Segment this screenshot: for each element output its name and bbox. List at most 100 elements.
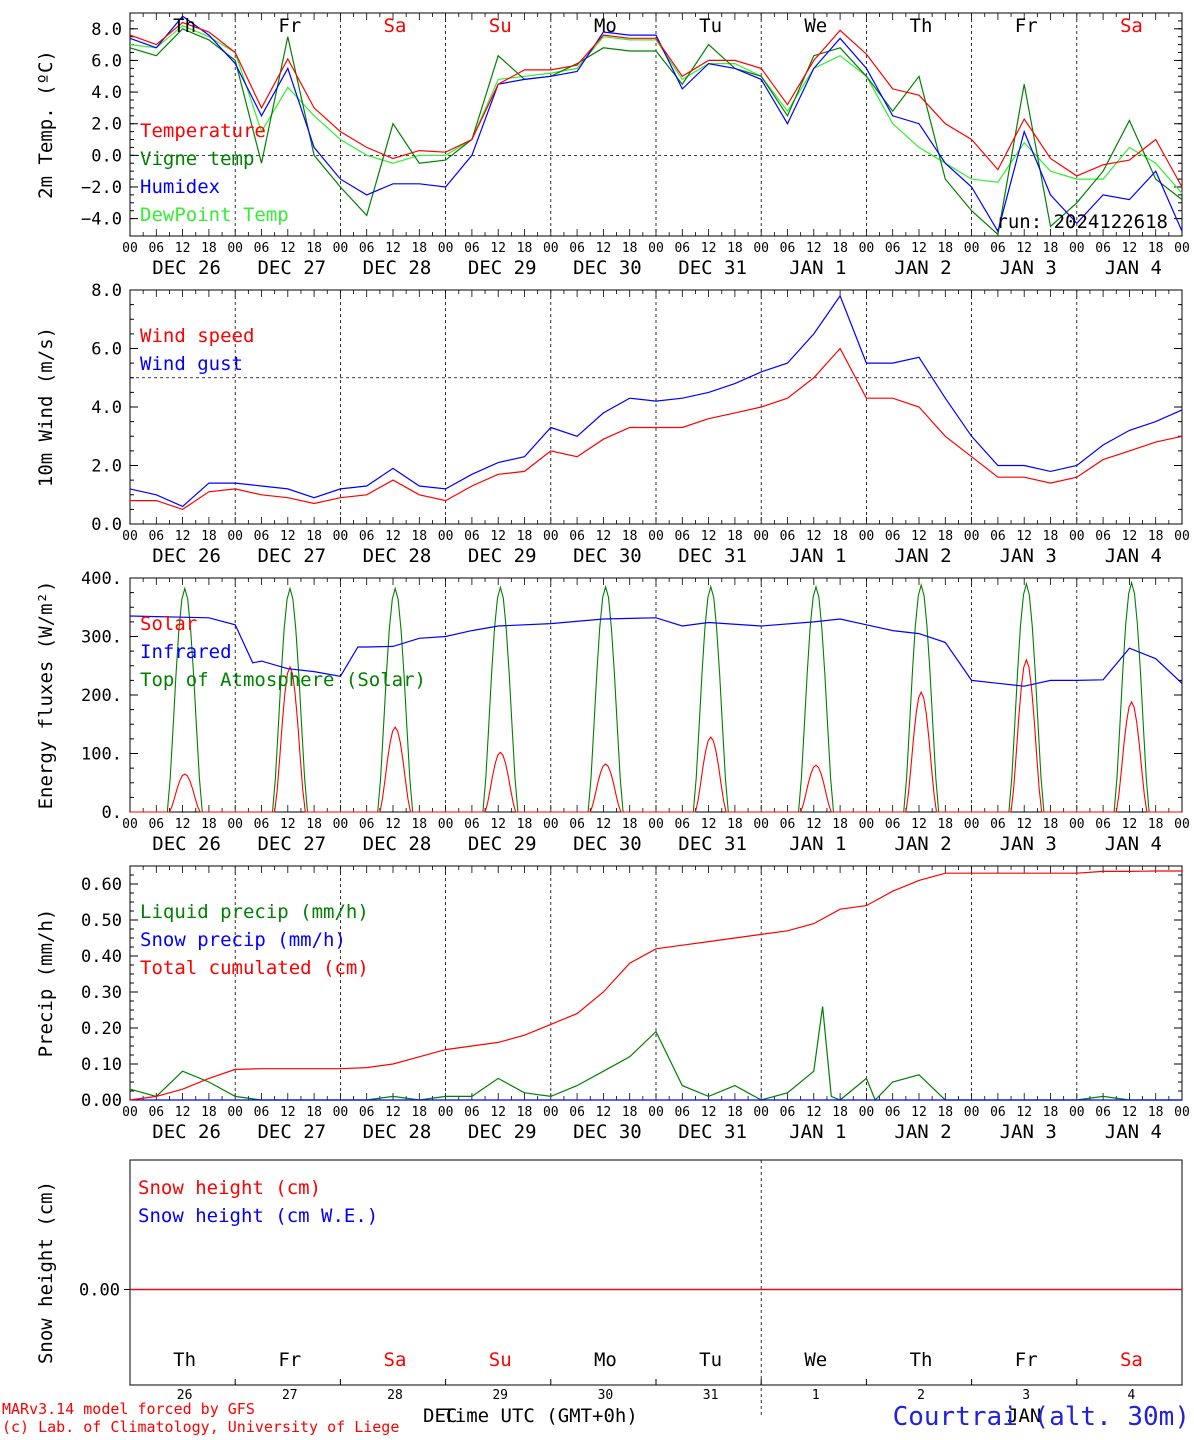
hour-tick-label: 18	[1148, 1105, 1164, 1120]
date-label: DEC 29	[468, 545, 537, 567]
hour-tick-label: 18	[201, 817, 217, 832]
hour-tick-label: 18	[937, 1105, 953, 1120]
hour-tick-label: 00	[227, 817, 243, 832]
y-tick-label: 8.0	[91, 281, 122, 301]
month-dec: DEC	[423, 1405, 458, 1427]
hour-tick-label: 06	[1095, 817, 1111, 832]
hour-tick-label: 06	[780, 529, 796, 544]
weekday-label: Th	[173, 15, 196, 37]
hour-tick-label: 00	[859, 529, 875, 544]
y-tick-label: 0.0	[91, 515, 122, 535]
day-number: 26	[177, 1388, 193, 1403]
hour-tick-label: 18	[727, 1105, 743, 1120]
date-label: DEC 29	[468, 257, 537, 279]
hour-tick-label: 12	[596, 1105, 612, 1120]
weekday-label: Sa	[1120, 15, 1143, 37]
date-label: DEC 27	[257, 545, 326, 567]
y-tick-label: 0.10	[81, 1055, 122, 1075]
hour-tick-label: 00	[543, 529, 559, 544]
date-label: DEC 26	[152, 545, 221, 567]
hour-tick-label: 12	[280, 1105, 296, 1120]
hour-tick-label: 18	[1148, 241, 1164, 256]
date-label: JAN 4	[1105, 833, 1162, 855]
series-infrared	[129, 615, 1183, 687]
hour-tick-label: 12	[911, 817, 927, 832]
hour-tick-label: 00	[753, 1105, 769, 1120]
hour-tick-label: 00	[122, 817, 138, 832]
date-label: DEC 30	[573, 545, 642, 567]
hour-tick-label: 18	[517, 529, 533, 544]
hour-tick-label: 06	[359, 529, 375, 544]
hour-tick-label: 18	[937, 817, 953, 832]
hour-tick-label: 00	[543, 1105, 559, 1120]
weekday-label: Mo	[594, 15, 617, 37]
hour-tick-label: 00	[964, 529, 980, 544]
weekday-label: Th	[910, 1349, 933, 1371]
y-tick-label: 8.0	[91, 20, 122, 40]
hour-tick-label: 06	[1095, 1105, 1111, 1120]
date-label: JAN 4	[1105, 257, 1162, 279]
day-number: 3	[1022, 1388, 1030, 1403]
hour-tick-label: 18	[727, 529, 743, 544]
hour-tick-label: 00	[859, 817, 875, 832]
date-label: JAN 4	[1105, 545, 1162, 567]
hour-tick-label: 06	[885, 1105, 901, 1120]
hour-tick-label: 06	[569, 241, 585, 256]
hour-tick-label: 12	[701, 241, 717, 256]
hour-tick-label: 12	[385, 1105, 401, 1120]
hour-tick-label: 18	[411, 241, 427, 256]
y-tick-label: −2.0	[81, 178, 122, 198]
hour-tick-label: 00	[438, 241, 454, 256]
legend-entry: Snow height (cm W.E.)	[138, 1205, 378, 1227]
hour-tick-label: 18	[1043, 1105, 1059, 1120]
hour-tick-label: 06	[148, 241, 164, 256]
hour-tick-label: 12	[175, 241, 191, 256]
legend-entry: Snow height (cm)	[138, 1177, 321, 1199]
hour-tick-label: 06	[464, 817, 480, 832]
series-temperature	[129, 21, 1183, 188]
date-label: DEC 27	[257, 833, 326, 855]
hour-tick-label: 00	[543, 241, 559, 256]
weekday-label: Mo	[594, 1349, 617, 1371]
hour-tick-label: 12	[806, 241, 822, 256]
hour-tick-label: 00	[438, 529, 454, 544]
date-label: JAN 2	[894, 545, 951, 567]
hour-tick-label: 12	[1016, 241, 1032, 256]
hour-tick-label: 00	[333, 817, 349, 832]
weekday-label: We	[804, 15, 827, 37]
hour-tick-label: 12	[1016, 817, 1032, 832]
hour-tick-label: 12	[911, 1105, 927, 1120]
y-tick-label: 0.0	[91, 146, 122, 166]
y-tick-label: 200.	[81, 686, 122, 706]
hour-tick-label: 00	[227, 1105, 243, 1120]
hour-tick-label: 18	[1043, 241, 1059, 256]
weekday-label: Fr	[1015, 1349, 1038, 1371]
hour-tick-label: 06	[569, 1105, 585, 1120]
hour-tick-label: 00	[227, 529, 243, 544]
hour-tick-label: 18	[832, 241, 848, 256]
hour-tick-label: 12	[490, 241, 506, 256]
hour-tick-label: 18	[411, 1105, 427, 1120]
legend-entry: Humidex	[140, 176, 220, 198]
hour-tick-label: 00	[1069, 529, 1085, 544]
hour-tick-label: 06	[254, 1105, 270, 1120]
weekday-label: Sa	[384, 1349, 407, 1371]
date-label: DEC 26	[152, 257, 221, 279]
model-line: MARv3.14 model forced by GFS	[2, 1400, 255, 1418]
hour-tick-label: 00	[648, 817, 664, 832]
date-label: DEC 26	[152, 833, 221, 855]
hour-tick-label: 06	[1095, 241, 1111, 256]
hour-tick-label: 12	[175, 817, 191, 832]
day-number: 4	[1127, 1388, 1135, 1403]
y-tick-label: 0.40	[81, 947, 122, 967]
hour-tick-label: 18	[1148, 529, 1164, 544]
hour-tick-label: 00	[543, 817, 559, 832]
series-solar	[130, 658, 1182, 813]
date-label: DEC 28	[363, 257, 432, 279]
day-number: 27	[282, 1388, 298, 1403]
date-label: DEC 27	[257, 1121, 326, 1143]
hour-tick-label: 00	[1174, 1105, 1190, 1120]
legend-entry: Wind gust	[140, 353, 243, 375]
hour-tick-label: 00	[438, 1105, 454, 1120]
legend-entry: Vigne temp	[140, 148, 254, 170]
